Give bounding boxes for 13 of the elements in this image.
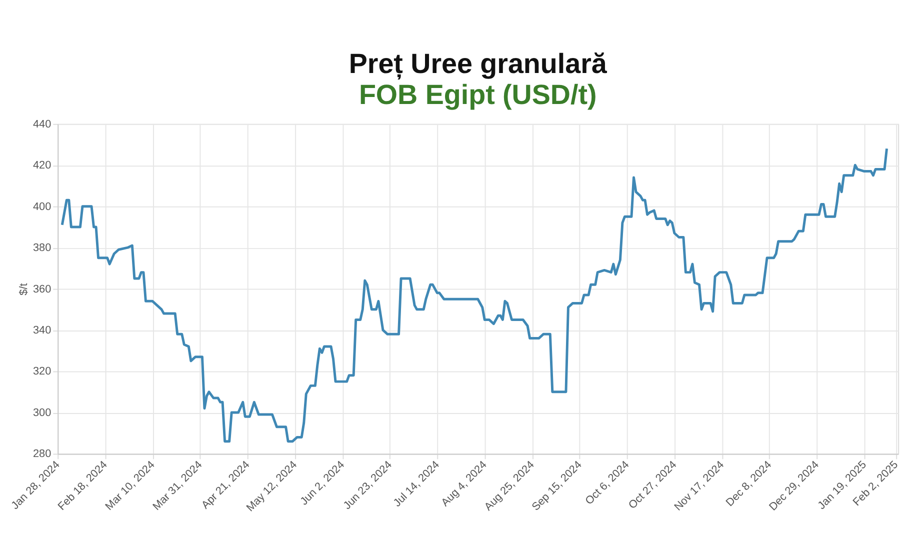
y-tick-label: 280 [32, 448, 52, 460]
y-tick-label: 360 [32, 283, 52, 296]
y-tick-label: 380 [32, 242, 52, 254]
y-tick-label: 320 [32, 366, 52, 378]
y-tick-label: 340 [32, 324, 52, 337]
chart-subtitle: FOB Egipt (USD/t) [358, 79, 597, 110]
y-tick-label: 420 [32, 160, 52, 172]
y-tick-label: 400 [32, 200, 52, 213]
y-axis-title: $/t [18, 283, 30, 296]
chart-title: Preț Uree granulară [348, 48, 608, 80]
y-tick-label: 300 [32, 406, 52, 419]
line-series [60, 147, 888, 443]
y-tick-label: 440 [32, 118, 52, 130]
